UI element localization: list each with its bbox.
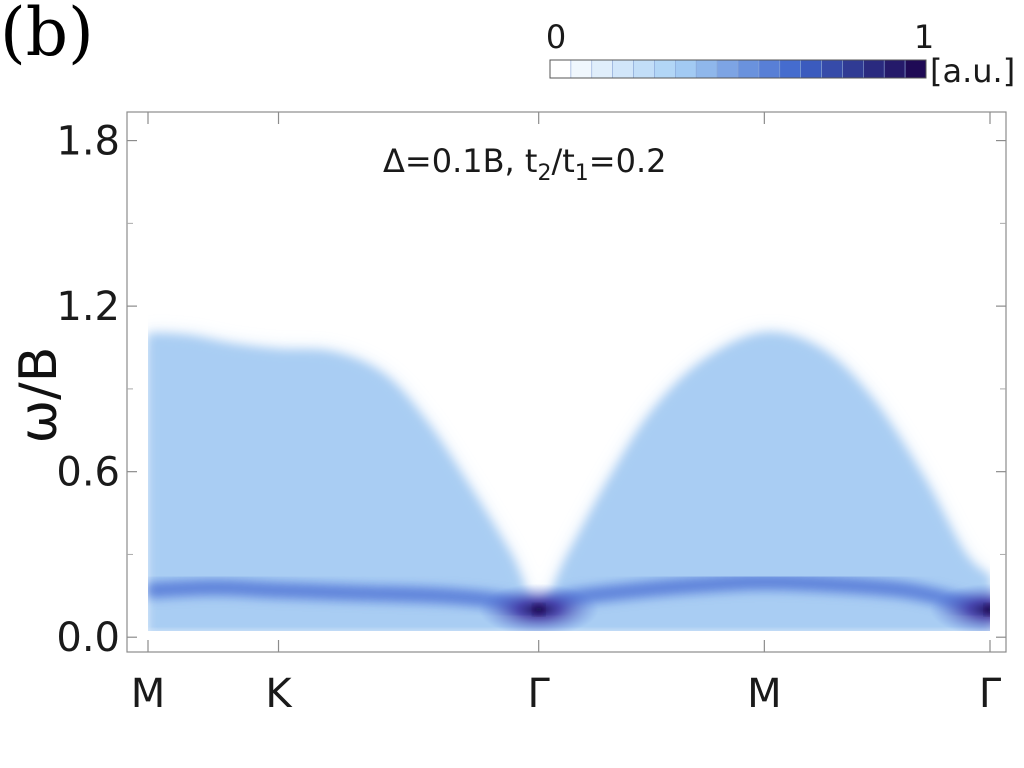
annotation-sub1: 2 [537, 161, 551, 186]
colorbar-cell [883, 59, 906, 79]
y-tick-label-3: 1.8 [56, 119, 120, 165]
x-tick-label-0: M [131, 671, 166, 717]
x-tick-label-1: K [265, 671, 293, 717]
colorbar-unit: [a.u.] [930, 52, 1015, 90]
annotation-suffix: =0.2 [589, 142, 667, 180]
colorbar-cell [737, 59, 760, 79]
x-tick-label-3: M [747, 671, 782, 717]
colorbar-cell [612, 59, 634, 79]
x-tick-label-4: Γ [979, 671, 1002, 717]
continuum-region [148, 333, 990, 631]
y-axis: 0.0 0.6 1.2 1.8 [56, 119, 1006, 661]
colorbar-cell [570, 59, 593, 79]
colorbar-cell [800, 59, 822, 79]
annotation-prefix: Δ=0.1B, t [383, 142, 537, 180]
annotation: Δ=0.1B, t2/t1=0.2 [383, 142, 666, 186]
heatmap-area [148, 333, 990, 652]
intensity-peak-core-1 [985, 604, 990, 615]
colorbar-cell [821, 59, 843, 79]
continuum-lower-fade [148, 632, 990, 652]
colorbar-cell [863, 59, 885, 79]
y-tick-label-0: 0.0 [56, 615, 120, 661]
colorbar-cell [633, 59, 655, 79]
colorbar-max-label: 1 [914, 18, 934, 56]
colorbar-cell [654, 59, 676, 79]
colorbar-cell [842, 59, 864, 79]
panel-label: (b) [0, 0, 94, 71]
colorbar [549, 59, 927, 79]
colorbar-cell [758, 59, 781, 79]
colorbar-frame [549, 59, 927, 79]
y-tick-label-1: 0.6 [56, 450, 120, 496]
colorbar-cell [904, 59, 927, 79]
annotation-sub2: 1 [575, 161, 589, 186]
colorbar-cell [695, 59, 718, 79]
colorbar-cell [549, 59, 572, 79]
colorbar-cell [591, 59, 613, 79]
colorbar-cell [675, 59, 697, 79]
plot-frame [126, 111, 1007, 653]
colorbar-cell [716, 59, 739, 79]
colorbar-cell [779, 59, 801, 79]
annotation-mid: /t [551, 142, 574, 180]
y-axis-label: ω/B [9, 347, 69, 444]
x-tick-label-2: Γ [528, 671, 551, 717]
y-tick-label-2: 1.2 [56, 284, 120, 330]
intensity-peak-1 [930, 583, 990, 631]
intensity-peak-core-0 [533, 604, 544, 615]
colorbar-min-label: 0 [546, 18, 566, 56]
